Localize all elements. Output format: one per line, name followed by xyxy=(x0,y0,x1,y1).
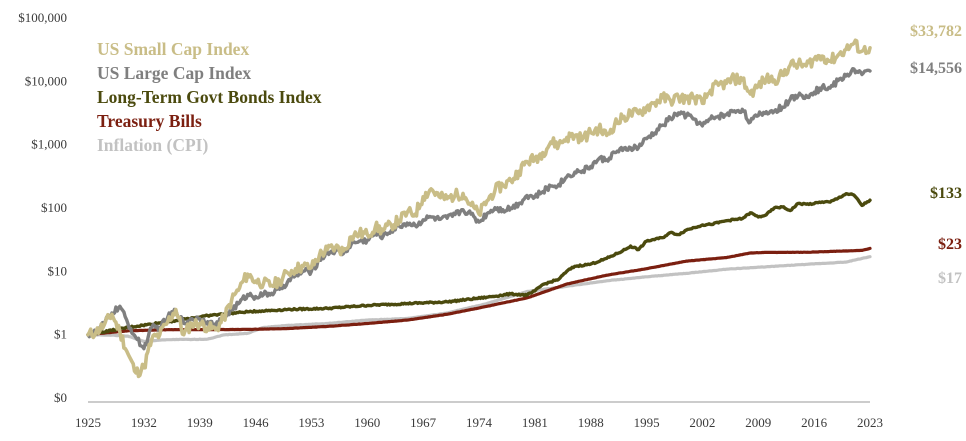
axes: $0 $1 $10 $100 $1,000 $10,000 $100,000 1925 1932… xyxy=(18,10,883,430)
legend-entry-us-small-cap: US Small Cap Index xyxy=(97,39,249,59)
y-tick-label: $0 xyxy=(54,390,67,405)
x-tick-label: 2002 xyxy=(689,415,715,430)
y-tick-label: $1,000 xyxy=(31,137,67,152)
end-label-us-large-cap: $14,556 xyxy=(910,60,962,77)
x-tick-label: 1981 xyxy=(522,415,548,430)
x-tick-label: 2009 xyxy=(745,415,771,430)
y-tick-label: $100,000 xyxy=(18,10,67,25)
legend-entry-long-term-govt-bonds: Long-Term Govt Bonds Index xyxy=(97,87,322,107)
legend: US Small Cap Index US Large Cap Index Long… xyxy=(97,39,322,155)
end-label-us-small-cap: $33,782 xyxy=(910,23,962,40)
end-value-labels: $33,782 $14,556 $133 $23 $17 xyxy=(910,23,962,287)
end-label-treasury-bills: $23 xyxy=(938,236,962,253)
end-label-long-term-govt-bonds: $133 xyxy=(930,185,962,202)
end-label-inflation-cpi: $17 xyxy=(938,270,962,287)
x-tick-label: 1988 xyxy=(578,415,604,430)
series-line-us-small-cap xyxy=(86,38,872,379)
x-tick-label: 1939 xyxy=(187,415,213,430)
x-tick-label: 1953 xyxy=(298,415,324,430)
x-tick-label: 1925 xyxy=(75,415,101,430)
legend-entry-inflation-cpi: Inflation (CPI) xyxy=(97,135,208,155)
series-lines xyxy=(86,38,872,379)
y-tick-label: $100 xyxy=(41,200,67,215)
legend-entry-treasury-bills: Treasury Bills xyxy=(97,111,202,131)
x-tick-label: 1995 xyxy=(634,415,660,430)
y-tick-label: $10,000 xyxy=(25,73,67,88)
series-line-long-term-govt-bonds xyxy=(86,192,872,337)
x-tick-label: 2023 xyxy=(857,415,883,430)
x-tick-label: 1974 xyxy=(466,415,493,430)
y-tick-label: $1 xyxy=(54,327,67,342)
x-tick-label: 1960 xyxy=(354,415,380,430)
x-tick-label: 1932 xyxy=(131,415,157,430)
y-tick-label: $10 xyxy=(48,263,68,278)
series-line-inflation-cpi xyxy=(86,255,872,344)
x-tick-label: 1946 xyxy=(243,415,270,430)
legend-entry-us-large-cap: US Large Cap Index xyxy=(97,63,251,83)
x-tick-label: 1967 xyxy=(410,415,437,430)
x-tick-label: 2016 xyxy=(801,415,828,430)
